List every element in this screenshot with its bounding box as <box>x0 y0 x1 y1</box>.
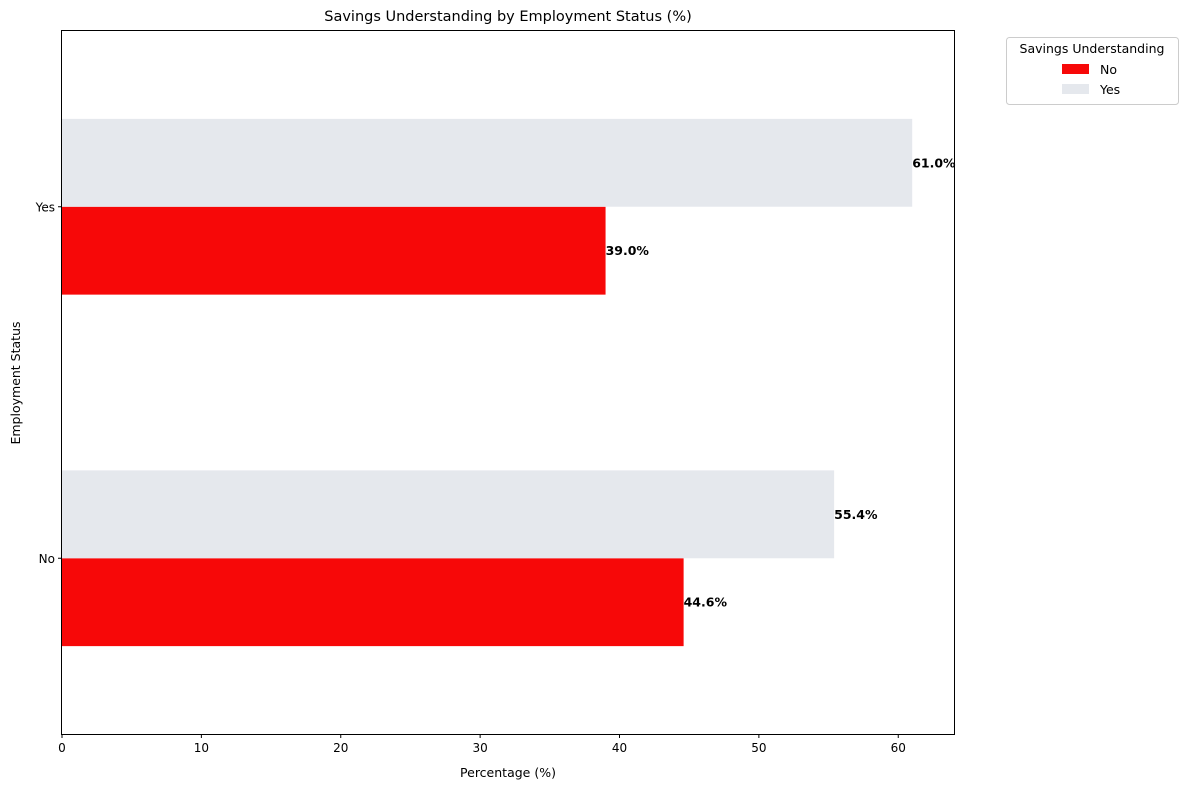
data-label-yes-no: 55.4% <box>834 507 878 522</box>
data-labels: 44.6% 55.4% 39.0% 61.0% <box>606 155 956 609</box>
legend-title: Savings Understanding <box>1020 41 1165 56</box>
x-tick-label: 0 <box>58 741 66 755</box>
legend-swatch-no <box>1062 64 1089 74</box>
bar-no-no <box>62 558 684 647</box>
legend-entries: No Yes <box>1062 62 1120 97</box>
legend-frame <box>1006 37 1179 105</box>
plot-frame <box>61 30 955 735</box>
data-label-yes-yes: 61.0% <box>912 155 956 170</box>
x-tick-label: 20 <box>333 741 348 755</box>
data-label-no-no: 44.6% <box>684 595 728 610</box>
x-tick-label: 50 <box>751 741 766 755</box>
x-tick-label: 10 <box>194 741 209 755</box>
bars <box>62 118 913 647</box>
y-axis-ticks: No Yes <box>35 200 62 566</box>
x-axis-label: Percentage (%) <box>460 765 556 780</box>
chart-title: Savings Understanding by Employment Stat… <box>324 9 692 25</box>
x-tick-label: 60 <box>891 741 906 755</box>
y-tick-label: Yes <box>35 200 55 214</box>
x-tick-label: 30 <box>472 741 487 755</box>
x-axis-ticks: 0 10 20 30 40 50 60 <box>58 734 906 755</box>
legend: Savings Understanding No Yes <box>1006 37 1179 105</box>
y-axis-label: Employment Status <box>8 321 23 444</box>
legend-label-no: No <box>1100 62 1117 77</box>
y-tick-label: No <box>39 552 55 566</box>
legend-label-yes: Yes <box>1099 82 1120 97</box>
x-tick-label: 40 <box>612 741 627 755</box>
bar-yes-no <box>62 470 835 559</box>
bar-yes-yes <box>62 118 913 207</box>
data-label-no-yes: 39.0% <box>606 243 650 258</box>
legend-swatch-yes <box>1062 84 1089 94</box>
bar-no-yes <box>62 206 606 295</box>
